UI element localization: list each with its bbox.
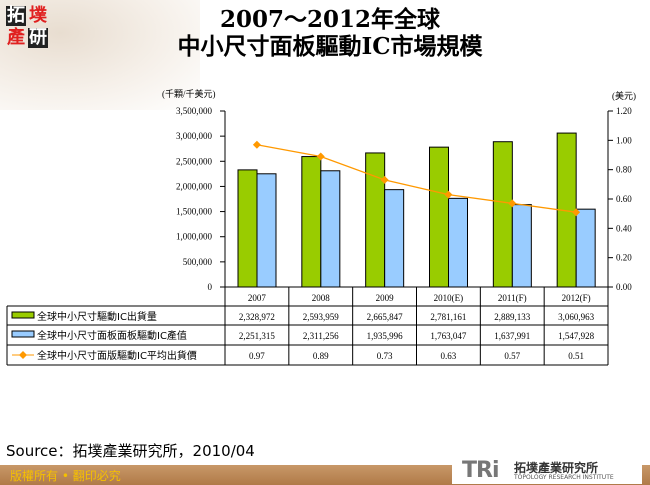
- data-label: 0.97: [249, 351, 265, 361]
- category-label: 2011(F): [498, 293, 527, 303]
- bar-shipments: [237, 169, 258, 288]
- right-tick-label: 0.40: [616, 223, 632, 233]
- price-line: [256, 144, 577, 213]
- price-marker: [572, 208, 581, 217]
- bar-value: [384, 189, 405, 288]
- data-label: 1,637,991: [494, 331, 530, 341]
- logo: 拓 墣 產 研: [6, 5, 48, 48]
- chart-title: 2007～2012年全球 中小尺寸面板驅動IC市場規模: [120, 6, 540, 60]
- price-marker: [316, 152, 325, 161]
- data-label: 0.63: [441, 351, 457, 361]
- left-tick-label: 1,500,000: [176, 207, 213, 217]
- category-label: 2009: [376, 293, 395, 303]
- brand-en: TOPOLOGY RESEARCH INSTITUTE: [514, 474, 614, 481]
- price-marker: [508, 199, 517, 208]
- bar-shipments: [492, 141, 513, 288]
- data-label: 0.89: [313, 351, 329, 361]
- data-label: 0.73: [377, 351, 393, 361]
- copyright-text: 版權所有 • 翻印必究: [10, 469, 121, 483]
- price-marker: [444, 190, 453, 199]
- category-label: 2010(E): [434, 293, 464, 303]
- bar-value: [320, 170, 341, 288]
- left-tick-label: 1,000,000: [176, 232, 213, 242]
- source-note: Source：拓墣產業研究所，2010/04: [6, 442, 255, 460]
- right-tick-label: 0.60: [616, 194, 632, 204]
- data-label: 2,311,256: [303, 331, 339, 341]
- left-tick-label: 3,000,000: [176, 131, 213, 141]
- price-marker: [252, 140, 261, 149]
- left-axis-label: (千顆/千美元): [162, 88, 216, 99]
- brand-mark: TRi: [462, 458, 499, 483]
- legend-label: 全球中小尺寸面板面板驅動IC產值: [37, 329, 187, 342]
- data-label: 2,781,161: [430, 312, 466, 322]
- data-label: 2,665,847: [367, 312, 404, 322]
- legend-label: 全球中小尺寸驅動IC出貨量: [37, 310, 157, 323]
- legend-swatch: [11, 330, 35, 338]
- bar-value: [256, 173, 277, 288]
- left-tick-label: 0: [208, 282, 213, 292]
- data-label: 1,935,996: [367, 331, 404, 341]
- left-tick-label: 2,500,000: [176, 156, 213, 166]
- title-line-1: 2007～2012年全球: [219, 6, 441, 33]
- right-axis-label: (美元): [612, 90, 636, 101]
- data-label: 1,547,928: [558, 331, 595, 341]
- data-label: 3,060,963: [558, 312, 595, 322]
- category-label: 2008: [312, 293, 331, 303]
- legend-label: 全球中小尺寸面版驅動IC平均出貨價: [37, 349, 197, 362]
- category-label: 2007: [248, 293, 267, 303]
- right-tick-label: 0.80: [616, 165, 632, 175]
- data-label: 0.51: [568, 351, 584, 361]
- data-label: 2,593,959: [303, 312, 340, 322]
- legend-marker: [19, 351, 27, 359]
- bar-shipments: [429, 146, 449, 288]
- title-line-2: 中小尺寸面板驅動IC市場規模: [177, 33, 483, 60]
- data-label: 0.57: [504, 351, 520, 361]
- bar-shipments: [301, 156, 322, 288]
- left-tick-label: 2,000,000: [176, 181, 213, 191]
- data-label: 1,763,047: [430, 331, 467, 341]
- legend-swatch: [11, 311, 35, 319]
- category-label: 2012(F): [562, 293, 591, 303]
- data-label: 2,889,133: [494, 312, 531, 322]
- bar-value: [511, 204, 532, 288]
- bar-value: [575, 208, 596, 288]
- data-label: 2,251,315: [239, 331, 276, 341]
- background-map: [0, 0, 200, 110]
- data-label: 2,328,972: [239, 312, 275, 322]
- left-tick-label: 3,500,000: [176, 106, 213, 116]
- tri-logo: TRi 拓墣產業研究所 TOPOLOGY RESEARCH INSTITUTE: [452, 458, 642, 484]
- right-tick-label: 1.20: [616, 106, 632, 116]
- right-tick-label: 0.00: [616, 282, 632, 292]
- right-tick-label: 1.00: [616, 135, 632, 145]
- bar-shipments: [365, 152, 386, 288]
- bar-value: [448, 197, 468, 288]
- brand-cn: 拓墣產業研究所: [514, 461, 599, 475]
- price-marker: [380, 175, 389, 184]
- right-tick-label: 0.20: [616, 253, 632, 263]
- chart: (千顆/千美元) (美元) 0 500,000 1,000,000 1,500,000 2,…: [6, 88, 636, 366]
- left-tick-label: 500,000: [183, 257, 213, 267]
